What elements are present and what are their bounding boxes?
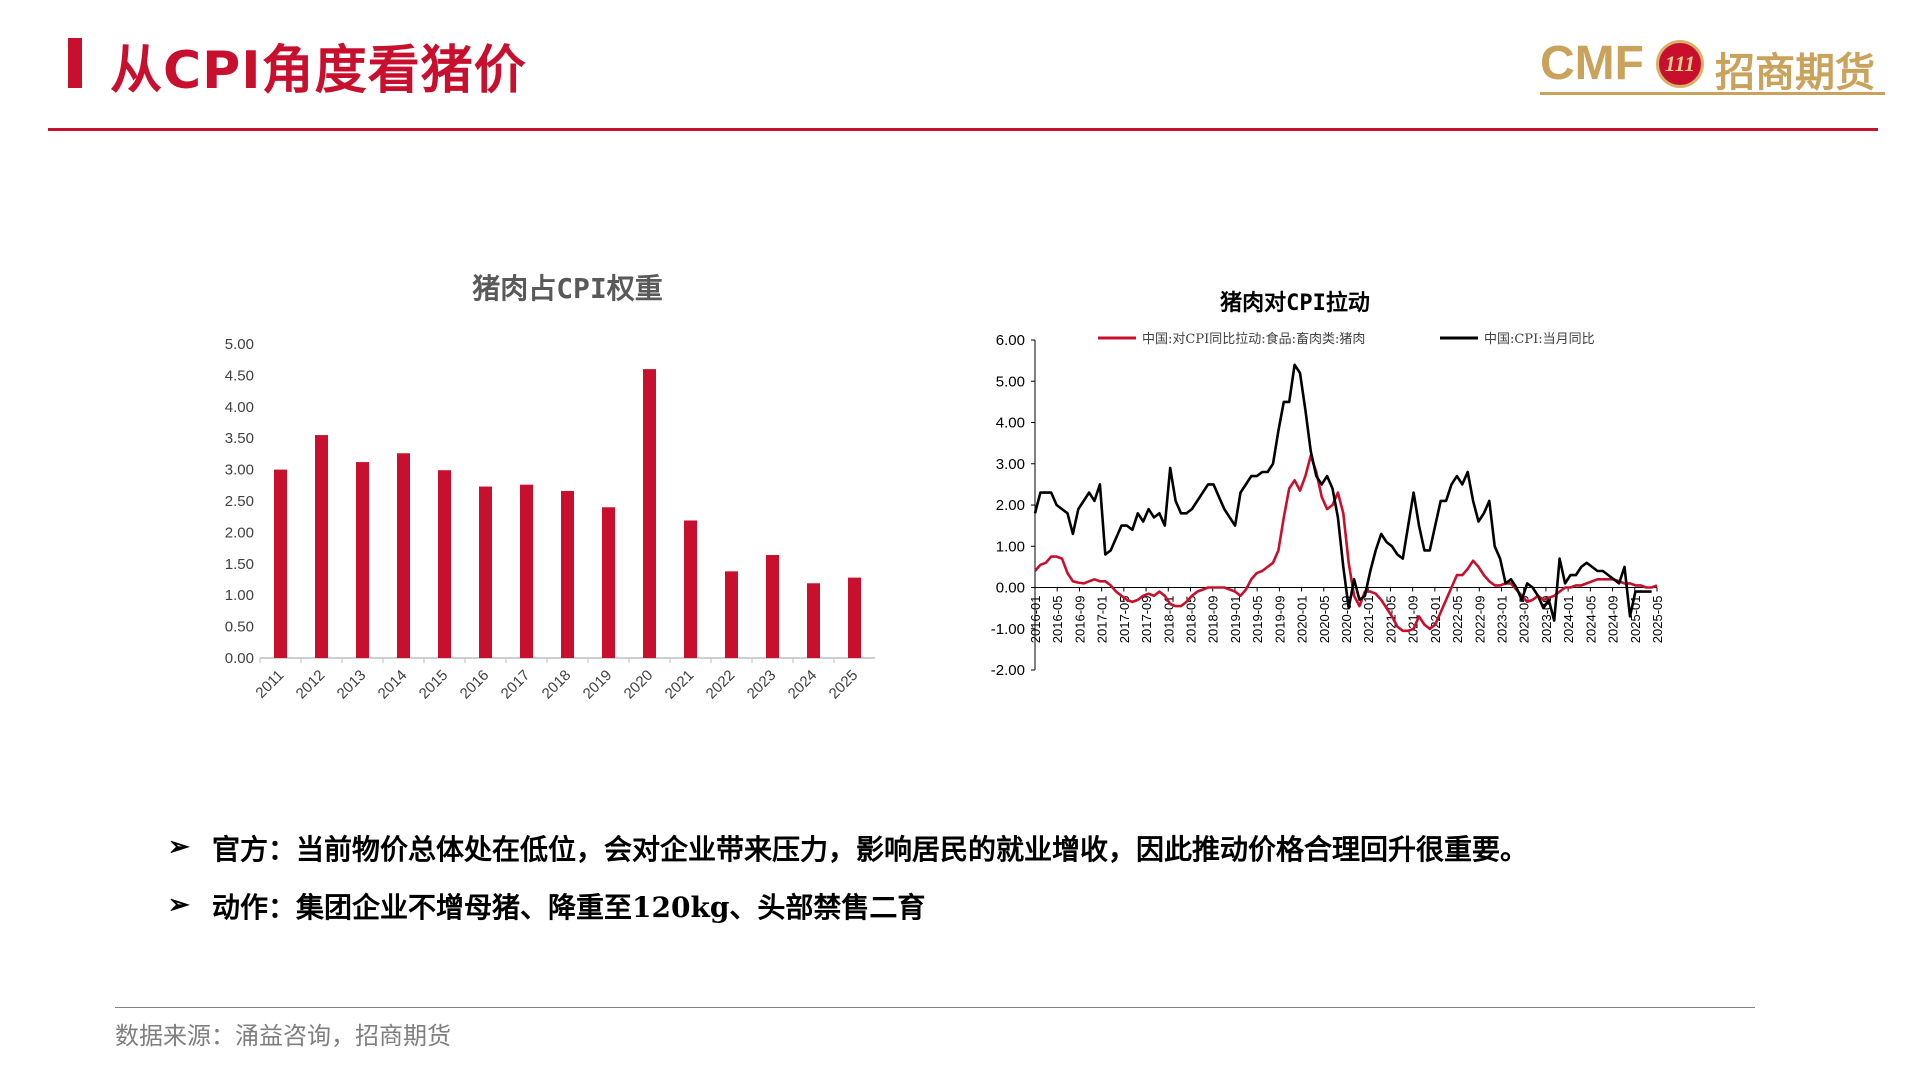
bullet-arrow-icon: ➢ <box>168 890 190 920</box>
x-tick-label: 2022-01 <box>1428 596 1443 644</box>
x-tick-label: 2016-05 <box>1050 596 1065 644</box>
x-tick-label: 2012 <box>293 667 329 703</box>
legend-label: 中国:CPI:当月同比 <box>1484 332 1595 347</box>
x-tick-label: 2021-01 <box>1361 596 1376 644</box>
footer-divider <box>115 1007 1755 1008</box>
company-logo: CMF 111 招商期货 <box>1540 36 1885 96</box>
x-tick-label: 2014 <box>375 667 411 703</box>
bar <box>479 486 492 658</box>
x-tick-label: 2018-09 <box>1206 596 1221 644</box>
bar <box>684 520 697 658</box>
x-tick-label: 2011 <box>252 667 287 702</box>
y-tick-label: 1.00 <box>996 538 1025 555</box>
x-tick-label: 2020-09 <box>1339 596 1354 644</box>
x-tick-label: 2017 <box>498 667 534 703</box>
x-tick-label: 2023 <box>744 667 780 703</box>
x-tick-label: 2017-01 <box>1095 596 1110 644</box>
x-tick-label: 2018-01 <box>1161 596 1176 644</box>
y-tick-label: 1.50 <box>225 556 254 573</box>
x-tick-label: 2024-05 <box>1583 596 1598 644</box>
bar <box>520 484 533 658</box>
x-tick-label: 2019 <box>580 667 616 703</box>
header-divider <box>48 128 1878 131</box>
y-tick-label: -1.00 <box>991 621 1025 638</box>
y-tick-label: 4.00 <box>225 399 254 416</box>
data-source: 数据来源：涌益咨询，招商期货 <box>115 1022 451 1050</box>
x-tick-label: 2018 <box>539 667 575 703</box>
x-tick-label: 2019-09 <box>1272 596 1287 644</box>
bar <box>274 469 287 658</box>
y-tick-label: 0.00 <box>225 650 254 667</box>
x-tick-label: 2020 <box>621 667 657 703</box>
x-tick-label: 2018-05 <box>1184 596 1199 644</box>
x-tick-label: 2017-09 <box>1139 596 1154 644</box>
logo-badge-icon: 111 <box>1656 40 1704 88</box>
y-tick-label: 3.00 <box>996 456 1025 473</box>
y-tick-label: 3.50 <box>225 430 254 447</box>
x-tick-label: 2023-01 <box>1495 596 1510 644</box>
x-tick-label: 2015 <box>416 667 452 703</box>
y-tick-label: 4.00 <box>996 415 1025 432</box>
bar <box>643 369 656 658</box>
x-tick-label: 2022-05 <box>1450 596 1465 644</box>
logo-cn-text: 招商期货 <box>1715 49 1875 96</box>
x-tick-label: 2021-05 <box>1383 596 1398 644</box>
logo-cmf-text: CMF <box>1540 37 1644 90</box>
x-tick-label: 2023-05 <box>1517 596 1532 644</box>
bar <box>561 490 574 658</box>
x-tick-label: 2024 <box>785 667 821 703</box>
x-tick-label: 2025 <box>826 667 862 703</box>
x-tick-label: 2020-05 <box>1317 596 1332 644</box>
y-tick-label: 3.00 <box>225 462 254 479</box>
logo-underline <box>1540 92 1885 95</box>
y-tick-label: 4.50 <box>225 367 254 384</box>
y-tick-label: 0.50 <box>225 619 254 636</box>
bar <box>602 507 615 658</box>
bar <box>438 470 451 658</box>
bar-chart-pork-cpi-weight: 猪肉占CPI权重 0.00 0.50 1.00 1.50 2.00 2.50 3.00 3.50… <box>225 272 875 703</box>
x-tick-label: 2016-09 <box>1072 596 1087 644</box>
x-tick-label: 2021 <box>662 667 698 703</box>
x-tick-label: 2019-05 <box>1250 596 1265 644</box>
y-tick-label: 1.00 <box>225 587 254 604</box>
x-tick-label: 2016-01 <box>1028 596 1043 644</box>
y-tick-label: 0.00 <box>996 580 1025 597</box>
bullet-arrow-icon: ➢ <box>168 832 190 862</box>
legend-label: 中国:对CPI同比拉动:食品:畜肉类:猪肉 <box>1142 331 1365 347</box>
y-tick-label: 2.50 <box>225 493 254 510</box>
y-tick-label: 6.00 <box>996 332 1025 349</box>
x-tick-label: 2024-09 <box>1606 596 1621 644</box>
title-accent-bar <box>68 38 82 88</box>
page-title: 从CPI角度看猪价 <box>110 41 527 101</box>
bar <box>397 453 410 658</box>
bullet-text: 官方：当前物价总体处在低位，会对企业带来压力，影响居民的就业增收，因此推动价格合… <box>212 833 1529 866</box>
bar <box>807 583 820 658</box>
x-tick-label: 2019-01 <box>1228 596 1243 644</box>
x-tick-label: 2016 <box>457 667 493 703</box>
bar <box>315 435 328 658</box>
x-tick-label: 2022 <box>703 667 739 703</box>
x-tick-label: 2025-01 <box>1628 596 1643 644</box>
bar <box>356 462 369 658</box>
y-tick-label: -2.00 <box>991 662 1025 679</box>
bar <box>725 571 738 658</box>
x-tick-label: 2017-05 <box>1117 596 1132 644</box>
chart-title: 猪肉对CPI拉动 <box>1220 290 1370 316</box>
x-tick-label: 2025-05 <box>1650 596 1665 644</box>
y-tick-label: 5.00 <box>225 336 254 353</box>
y-tick-label: 5.00 <box>996 373 1025 390</box>
x-tick-label: 2022-09 <box>1472 596 1487 644</box>
chart-title: 猪肉占CPI权重 <box>472 272 663 305</box>
x-tick-label: 2013 <box>334 667 370 703</box>
x-tick-label: 2024-01 <box>1561 596 1576 644</box>
bar <box>848 577 861 658</box>
series-line-pork-pull <box>1034 454 1658 633</box>
series-line-cpi-yoy <box>1033 363 1652 622</box>
bar <box>766 555 779 658</box>
y-tick-label: 2.00 <box>996 497 1025 514</box>
bullet-text: 动作：集团企业不增母猪、降重至120kg、头部禁售二育 <box>212 891 926 924</box>
y-tick-label: 2.00 <box>225 524 254 541</box>
x-tick-label: 2020-01 <box>1295 596 1310 644</box>
